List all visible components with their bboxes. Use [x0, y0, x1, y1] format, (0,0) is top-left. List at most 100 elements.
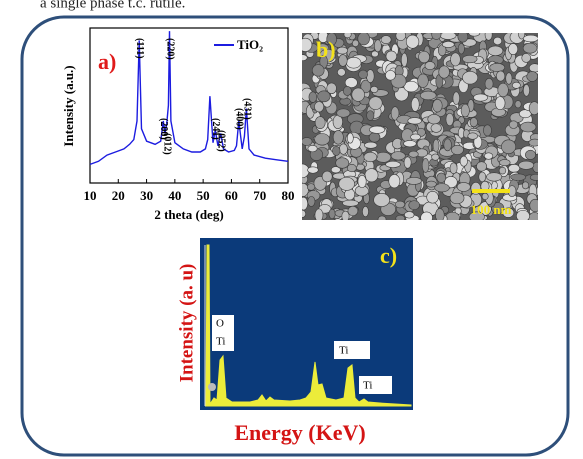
y-axis-label: Intensity (a.u.)	[61, 65, 76, 146]
grain	[308, 167, 319, 173]
grain	[295, 164, 309, 178]
legend-label: TiO₂	[237, 37, 263, 52]
grain	[327, 83, 337, 94]
grain	[462, 55, 477, 63]
grain	[344, 31, 351, 38]
grain	[339, 177, 355, 190]
grain	[498, 83, 509, 97]
grain	[474, 94, 488, 101]
grain	[371, 86, 378, 92]
grain	[529, 139, 540, 146]
peak-label: (220)	[164, 38, 175, 60]
grain	[308, 196, 315, 206]
grain	[433, 139, 439, 152]
grain	[530, 199, 541, 212]
eds-peak-label: O	[216, 318, 224, 330]
x-tick-label: 80	[282, 188, 295, 203]
grain	[490, 63, 505, 71]
grain	[401, 53, 407, 67]
grain	[523, 84, 529, 96]
grain	[381, 36, 391, 44]
panel-label: b)	[316, 37, 336, 62]
grain	[404, 212, 414, 219]
grain	[369, 126, 384, 133]
grain	[530, 174, 542, 180]
grain	[422, 158, 429, 172]
grain	[420, 91, 436, 100]
grain	[432, 154, 440, 160]
grain	[522, 53, 531, 62]
grain	[408, 118, 422, 125]
grain	[389, 174, 400, 187]
grain	[506, 73, 512, 85]
grain	[348, 206, 358, 216]
grain	[519, 161, 534, 169]
grain	[508, 164, 519, 172]
grain	[374, 193, 390, 206]
grain	[450, 163, 457, 174]
grain	[499, 159, 510, 165]
grain	[445, 212, 459, 223]
grain	[315, 133, 330, 145]
eds-peak-label: Ti	[363, 380, 372, 392]
grain	[367, 111, 374, 121]
grain	[493, 37, 501, 45]
grain	[525, 150, 535, 159]
grain	[435, 184, 450, 192]
grain	[359, 70, 368, 79]
peak-label: (052)	[216, 130, 227, 152]
grain	[501, 140, 515, 154]
grain	[529, 102, 539, 115]
grain	[386, 161, 401, 167]
figure: a single phase t.c. rutile. a) Intensity…	[0, 0, 583, 459]
grain	[337, 69, 345, 77]
grain	[366, 70, 374, 83]
panel-label: c)	[380, 243, 397, 268]
grain	[391, 152, 405, 160]
grain	[337, 47, 348, 54]
grain	[309, 92, 317, 103]
grain	[432, 30, 441, 39]
grain	[299, 210, 305, 217]
grain	[297, 55, 307, 61]
x-tick-label: 20	[112, 188, 125, 203]
grain	[404, 140, 417, 146]
grain	[446, 113, 454, 126]
grain	[439, 66, 450, 78]
grain	[516, 210, 529, 222]
grain	[410, 134, 420, 140]
grain	[301, 138, 312, 146]
grain	[431, 124, 441, 133]
grain	[508, 43, 517, 54]
grain	[365, 169, 378, 182]
grain	[499, 167, 506, 174]
grain	[461, 104, 469, 117]
grain	[488, 46, 503, 56]
panel-label: a)	[98, 49, 116, 74]
grain	[520, 122, 536, 132]
grain	[483, 125, 491, 136]
grain	[458, 31, 468, 42]
grain	[312, 65, 324, 77]
x-tick-label: 30	[140, 188, 153, 203]
grain	[495, 97, 505, 110]
grain	[444, 139, 452, 151]
grain	[343, 86, 351, 95]
grain	[469, 30, 480, 36]
grain	[307, 184, 315, 191]
grain	[336, 158, 349, 169]
grain	[374, 40, 381, 52]
grain	[333, 130, 343, 144]
grain	[342, 211, 349, 221]
grain	[297, 183, 308, 196]
grain	[322, 171, 332, 182]
grain	[346, 57, 361, 68]
grain	[340, 98, 351, 105]
grain	[339, 55, 348, 67]
grain	[442, 41, 454, 47]
grain	[450, 53, 460, 66]
grain	[378, 216, 386, 223]
grain	[437, 173, 446, 183]
grain	[315, 209, 323, 222]
grain	[470, 118, 478, 127]
